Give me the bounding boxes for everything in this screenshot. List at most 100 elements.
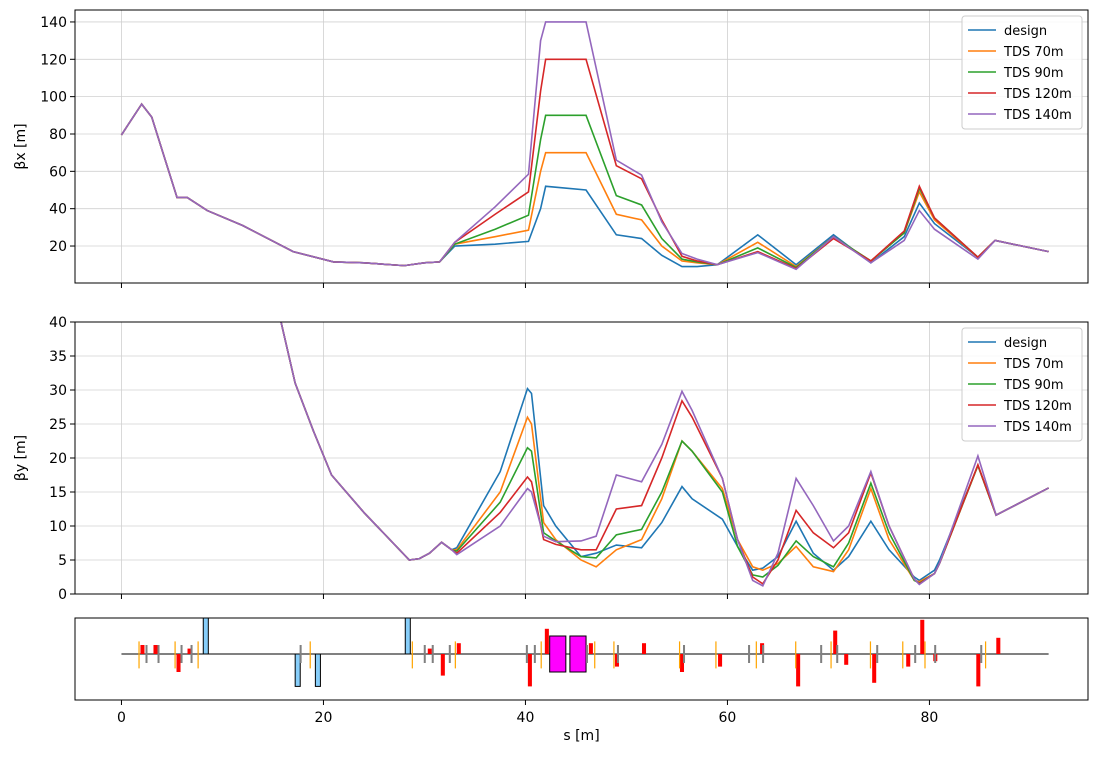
legend-label: TDS 140m xyxy=(1003,420,1072,435)
y-tick-label: 40 xyxy=(49,315,67,331)
y-tick-label: 0 xyxy=(58,587,67,603)
lattice-element xyxy=(796,654,801,687)
lattice-element xyxy=(190,645,193,663)
lattice-element xyxy=(762,645,765,663)
series-line xyxy=(280,322,1049,587)
lattice-element xyxy=(715,641,717,669)
series-line xyxy=(120,102,1049,269)
legend-label: TDS 70m xyxy=(1003,45,1064,60)
y-tick-label: 25 xyxy=(49,417,67,433)
y-tick-label: 5 xyxy=(58,553,67,569)
lattice-element xyxy=(594,641,596,669)
lattice-element xyxy=(153,645,158,654)
panel: 0 5 10 15 20 25 30 35 40 βy [m] design TDS 70m TDS 9… xyxy=(13,315,1089,603)
x-tick-label: 20 xyxy=(315,710,333,726)
series-line xyxy=(280,322,1049,585)
y-tick-label: 140 xyxy=(40,15,67,31)
x-axis-label: s [m] xyxy=(563,728,599,744)
y-tick-label: 15 xyxy=(49,485,67,501)
lattice-element xyxy=(431,645,434,663)
lattice-element xyxy=(844,654,849,665)
lattice-element xyxy=(820,645,823,663)
x-tick-label: 0 xyxy=(117,710,126,726)
lattice-element xyxy=(197,641,199,669)
x-tick-label: 40 xyxy=(517,710,535,726)
y-axis-label: βx [m] xyxy=(13,123,29,169)
axes-frame xyxy=(74,9,1089,284)
lattice-element xyxy=(202,617,209,655)
lattice-element xyxy=(176,654,181,672)
legend: design TDS 70m TDS 90m TDS 120m TDS 140m xyxy=(961,327,1083,442)
series-line xyxy=(120,102,1049,268)
lattice-element xyxy=(833,630,838,654)
lattice-element xyxy=(924,641,926,669)
legend-box xyxy=(961,15,1083,130)
lattice-element xyxy=(795,641,797,669)
lattice-element xyxy=(683,645,686,663)
y-tick-label: 60 xyxy=(49,164,67,180)
lattice-element xyxy=(996,637,1001,654)
lattice-element xyxy=(187,648,192,654)
lattice-element xyxy=(549,635,567,673)
lattice-element xyxy=(679,654,685,672)
legend-label: TDS 90m xyxy=(1003,378,1064,393)
lattice-element xyxy=(613,641,615,669)
lattice-element xyxy=(456,643,461,654)
legend-box xyxy=(961,327,1083,442)
y-tick-label: 20 xyxy=(49,239,67,255)
legend-label: TDS 70m xyxy=(1003,357,1064,372)
lattice-element xyxy=(145,645,148,663)
panel: 0 20 40 60 80 s [m] xyxy=(74,617,1089,744)
legend-label: design xyxy=(1004,336,1047,351)
lattice-element xyxy=(427,648,432,654)
legend-label: TDS 120m xyxy=(1003,399,1072,414)
y-tick-label: 10 xyxy=(49,519,67,535)
lattice-element xyxy=(404,617,411,655)
lattice-element xyxy=(980,645,983,663)
legend: design TDS 70m TDS 90m TDS 120m TDS 140m xyxy=(961,15,1083,130)
y-tick-label: 40 xyxy=(49,202,67,218)
lattice-element xyxy=(914,645,917,663)
lattice-element xyxy=(411,641,413,669)
series-line xyxy=(280,322,1049,583)
axes-frame xyxy=(74,321,1089,595)
lattice-element xyxy=(616,645,619,663)
lattice-element xyxy=(138,641,140,669)
series-line xyxy=(120,102,1049,268)
lattice-element xyxy=(984,641,987,669)
y-tick-label: 80 xyxy=(49,127,67,143)
legend-label: TDS 120m xyxy=(1003,87,1072,102)
lattice-element xyxy=(906,654,911,667)
y-tick-label: 35 xyxy=(49,349,67,365)
lattice-element xyxy=(585,645,588,663)
lattice-element xyxy=(876,645,879,663)
lattice-element xyxy=(299,645,302,663)
y-axis-label: βy [m] xyxy=(13,435,29,481)
lattice-element xyxy=(527,654,532,687)
lattice-element xyxy=(174,641,176,669)
legend-label: design xyxy=(1004,24,1047,39)
lattice-element xyxy=(423,645,426,663)
lattice-element xyxy=(157,645,160,663)
lattice-element xyxy=(588,643,593,654)
lattice-element xyxy=(934,645,937,663)
lattice-element xyxy=(976,654,981,687)
lattice-element xyxy=(920,619,925,654)
lattice-element xyxy=(180,645,183,663)
lattice-element xyxy=(140,645,145,654)
lattice-element xyxy=(448,645,451,663)
legend-label: TDS 90m xyxy=(1003,66,1064,81)
lattice-element xyxy=(540,641,542,669)
series-line xyxy=(120,58,1049,270)
lattice-element xyxy=(902,641,904,669)
lattice-element xyxy=(309,641,311,669)
lattice-element xyxy=(830,641,832,669)
lattice-element xyxy=(525,645,528,663)
lattice-element xyxy=(544,628,549,654)
y-tick-label: 100 xyxy=(40,90,67,106)
lattice-element xyxy=(533,645,536,663)
lattice-element xyxy=(748,645,751,663)
lattice-element xyxy=(869,641,872,669)
lattice-element xyxy=(678,641,681,669)
x-tick-label: 60 xyxy=(719,710,737,726)
